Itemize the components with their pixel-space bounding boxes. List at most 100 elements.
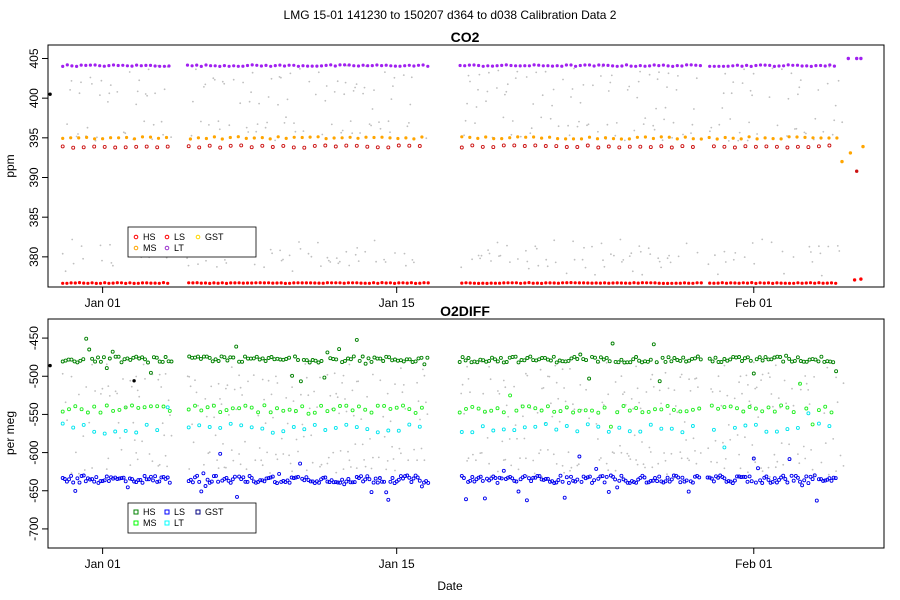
o2diff-background-point [416,459,418,462]
o2diff-ls-point [327,480,332,485]
o2diff-ls-point [732,478,737,483]
co2-background-point [321,133,324,136]
o2diff-ls-point [573,479,578,484]
co2-ms-point [396,136,400,141]
o2diff-hs-point [819,354,824,359]
co2-lt-point [809,64,813,68]
o2diff-ls-point [140,480,145,485]
o2diff-ls-point [344,479,349,484]
o2diff-background-point [552,453,555,456]
o2diff-background-point [304,363,307,365]
o2diff-lt-point [533,424,538,429]
co2-ls-point [459,145,464,150]
o2diff-background-point [807,389,810,391]
co2-ms-point [691,137,695,141]
co2-background-point [327,259,330,262]
co2-background-point [771,67,774,70]
co2-background-point [672,121,675,124]
o2diff-ls-point [760,481,765,485]
o2diff-background-point [394,469,396,472]
o2diff-hs-point [372,355,377,360]
co2-lt-point [680,64,684,68]
co2-background-point [485,100,487,103]
o2diff-hs-point [290,373,295,378]
o2diff-hs-point [684,359,689,364]
co2-lt-point [79,63,83,67]
o2diff-background-point [385,468,388,471]
co2-lt-point [121,63,125,67]
co2-background-point [152,123,155,126]
o2diff-hs-point [96,355,100,360]
co2-lt-point [162,64,166,68]
co2-background-point [510,133,513,136]
co2-hs-point [813,281,817,285]
o2diff-ls-point [195,473,200,478]
o2diff-ls-point [810,477,815,482]
o2diff-ls-point [697,475,702,480]
co2-lt-point [361,63,365,67]
main-title: LMG 15-01 141230 to 150207 d364 to d038 … [284,8,617,22]
co2-ls-point [753,144,758,149]
o2diff-background-point [316,406,318,408]
o2diff-ls-point [361,479,366,484]
co2-background-point [615,122,618,124]
o2diff-background-point [82,435,85,437]
o2diff-background-point [188,468,191,470]
o2diff-ms-point [104,403,109,408]
o2diff-hs-point [287,355,292,360]
o2diff-extra-point [48,363,52,368]
o2diff-hs-point [798,359,803,363]
o2diff-background-point [498,392,501,395]
co2-background-point [770,241,773,244]
o2diff-y-axis: -700-650-600-550-500-450 [27,326,48,541]
o2diff-background-point [291,470,293,473]
o2diff-background-point [624,403,627,406]
o2diff-hs-point [316,360,321,365]
co2-background-point [363,86,366,89]
o2diff-background-point [467,457,470,460]
co2-background-point [190,134,193,137]
co2-ls-point [312,143,317,148]
co2-background-point [526,260,529,263]
co2-lt-point [241,64,245,68]
co2-ls-point [785,145,790,150]
o2diff-background-point [697,386,699,388]
o2diff-lt-point [764,429,769,434]
o2diff-background-point [598,459,601,461]
co2-lt-point [698,64,703,68]
co2-background-point [619,238,622,241]
co2-background-point [338,260,341,263]
o2diff-background-point [241,394,244,396]
o2diff-ls-point [262,479,267,484]
o2diff-hs-point [804,359,809,364]
o2diff-ls-point [798,479,802,484]
o2diff-lt-point [638,429,643,434]
o2diff-lt-point [785,427,790,432]
o2diff-hs-point [619,357,624,362]
co2-lt-point [190,64,194,68]
o2diff-ms-point [375,403,380,408]
co2-lt-point [823,64,827,68]
o2diff-ls-point [138,477,143,482]
co2-background-point [717,273,719,276]
o2diff-hs-point [413,359,418,364]
co2-background-point [525,76,528,78]
co2-background-point [581,258,584,261]
co2-hs-point [346,281,350,285]
co2-lt-point [292,63,296,67]
o2diff-ms-point [186,407,191,412]
co2-ms-point [420,135,424,139]
co2-background-point [86,126,89,129]
co2-ls-point [197,145,202,150]
co2-background-point [370,124,372,127]
co2-lt-point [366,64,370,68]
o2diff-background-point [823,412,826,414]
o2diff-background-point [70,375,73,378]
o2diff-lt-point [491,428,496,433]
co2-panel-title: CO2 [451,29,480,45]
co2-hs-point [590,281,594,285]
o2diff-background-point [588,417,590,420]
co2-lt-point [569,63,573,67]
co2-background-point [669,261,672,264]
